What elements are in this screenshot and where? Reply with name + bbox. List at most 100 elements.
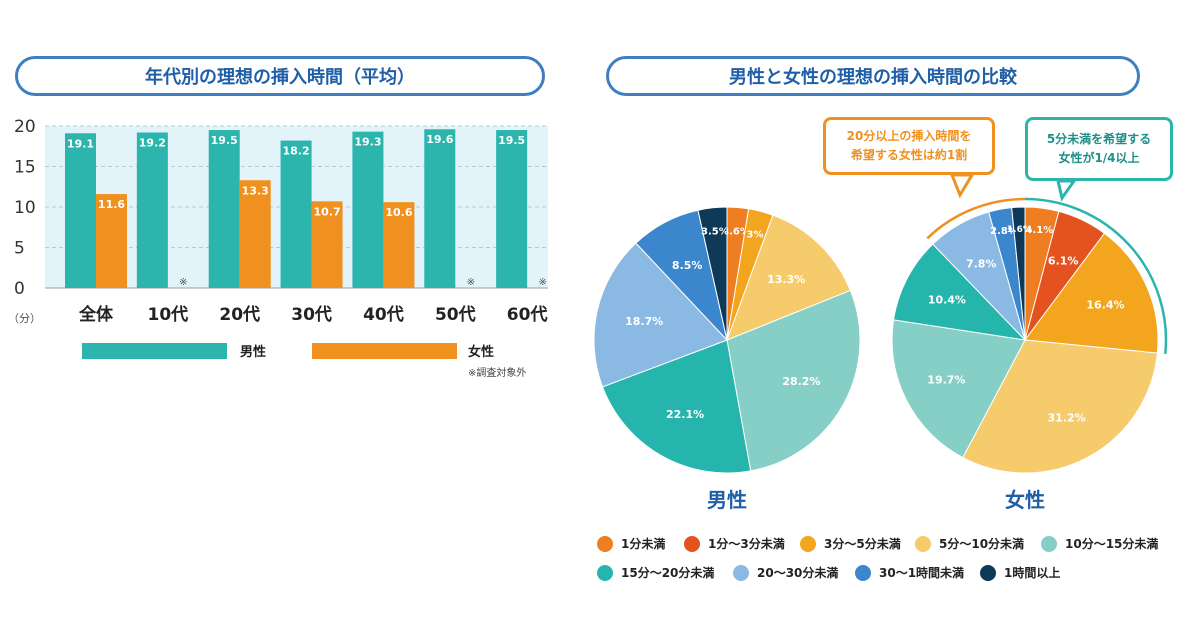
highlight-arc: [1024, 197, 1168, 355]
legend-label: 30〜1時間未満: [879, 566, 965, 580]
pie-value-label-female: 6.1%: [1048, 255, 1079, 268]
pie-value-label-female: 4.1%: [1026, 225, 1054, 236]
pie-legend-item: 20〜30分未満: [733, 564, 838, 581]
pie-chart-title: 男性と女性の理想の挿入時間の比較: [606, 56, 1140, 96]
bar-label-male: 18.2: [283, 145, 310, 158]
pie-value-label-male: 3%: [747, 230, 764, 241]
legend-label: 1分未満: [621, 537, 666, 551]
pie-legend-item: 1分未満: [597, 535, 665, 552]
bar-female: [96, 194, 127, 288]
pie-value-label-male: 28.2%: [782, 375, 820, 388]
pie-value-label-male: 8.5%: [672, 259, 703, 272]
legend-dot: [1041, 535, 1057, 552]
y-axis-unit: （分）: [8, 312, 41, 325]
pie-value-label-female: 19.7%: [927, 374, 965, 387]
bar-female: [239, 180, 271, 288]
bar-chart: 0 5 10 15 20 （分） 19.1 11.6 全体 19.2 ※ 10代 19.5 13.3 20代…: [8, 117, 548, 379]
legend-dot: [855, 564, 871, 581]
pie-slice-female: [891, 319, 1026, 459]
pie-slice-female: [892, 243, 1027, 341]
pie-value-label-female: 10.4%: [928, 293, 966, 306]
legend-label: 20〜30分未満: [757, 566, 839, 580]
pie-slice-female: [1011, 206, 1026, 341]
callout-female-under5min: 5分未満を希望する 女性が1/4以上: [1025, 117, 1173, 181]
pie-value-label-male: 18.7%: [625, 315, 663, 328]
callout-female-20min: 20分以上の挿入時間を 希望する女性は約1割: [823, 117, 995, 175]
pie-legend-item: 5分〜10分未満: [915, 535, 1024, 552]
legend-label: 3分〜5分未満: [824, 537, 901, 551]
pie-slice-female: [1024, 232, 1159, 354]
legend-swatch-female: [312, 343, 457, 359]
legend-dot: [800, 535, 816, 552]
legend-label-male: 男性: [240, 344, 266, 360]
pie-charts: 2.6%3% 13.3% 28.2% 22.1% 18.7% 8.5% 3.5% 4.1% 6.…: [593, 173, 1168, 512]
pie-legend-item: 30〜1時間未満: [855, 564, 964, 581]
bar-male: [496, 130, 528, 288]
callout-right-line1: 5分未満を希望する: [1046, 132, 1152, 146]
pie-title-female: 女性: [1005, 488, 1045, 512]
pie-legend-item: 15分〜20分未満: [597, 564, 714, 581]
pie-value-label-female: 31.2%: [1048, 412, 1086, 425]
bar-label-female: 13.3: [242, 184, 269, 197]
bar-label-male: 19.1: [67, 137, 94, 150]
pie-value-label-female: 1.6%: [1007, 225, 1032, 235]
legend-label: 15分〜20分未満: [621, 566, 715, 580]
legend-dot: [733, 564, 749, 581]
bar-label-male: 19.2: [139, 136, 166, 149]
y-tick-label: 0: [14, 279, 25, 299]
pie-value-label-male: 3.5%: [701, 227, 729, 238]
x-tick-label: 全体: [78, 304, 114, 325]
y-tick-label: 20: [14, 117, 36, 137]
callout-right-line2: 女性が1/4以上: [1058, 151, 1140, 165]
legend-dot: [684, 535, 700, 552]
legend-swatch-male: [82, 343, 227, 359]
legend-dot: [597, 564, 613, 581]
bar-male: [65, 133, 96, 288]
bar-label-female: 10.7: [314, 205, 341, 218]
x-tick-label: 60代: [507, 304, 548, 325]
bar-label-male: 19.6: [426, 133, 453, 146]
missing-mark: ※: [467, 277, 475, 288]
bar-label-female: 11.6: [98, 198, 125, 211]
pie-slice-male: [697, 206, 728, 341]
highlight-arc: [926, 197, 1026, 240]
x-tick-label: 10代: [148, 304, 189, 325]
legend-note: ※調査対象外: [468, 366, 526, 379]
bar-female: [383, 202, 415, 288]
pie-slice-female: [962, 339, 1158, 474]
pie-value-label-male: 22.1%: [666, 408, 704, 421]
x-tick-label: 20代: [219, 304, 260, 325]
bar-label-male: 19.3: [354, 136, 381, 149]
bar-female: [311, 201, 343, 288]
callout-left-pointer: [949, 173, 975, 199]
legend-label-female: 女性: [468, 344, 494, 360]
callout-right-pointer: [1056, 179, 1077, 202]
bar-male: [208, 130, 240, 288]
pie-legend-item: 10分〜15分未満: [1041, 535, 1158, 552]
legend-label: 1分〜3分未満: [708, 537, 785, 551]
pie-slice-male: [593, 242, 728, 388]
pie-legend-item: 1時間以上: [980, 564, 1060, 581]
missing-mark: ※: [179, 277, 187, 288]
pie-title-male: 男性: [707, 488, 747, 512]
legend-dot: [915, 535, 931, 552]
pie-slice-male: [726, 214, 852, 341]
bar-male: [280, 140, 312, 288]
missing-mark: ※: [538, 277, 546, 288]
x-tick-label: 50代: [435, 304, 476, 325]
bar-male: [352, 131, 384, 288]
callout-left-line1: 20分以上の挿入時間を: [846, 129, 972, 143]
pie-value-label-male: 13.3%: [767, 273, 805, 286]
x-tick-label: 40代: [363, 304, 404, 325]
legend-dot: [980, 564, 996, 581]
legend-label: 1時間以上: [1004, 566, 1061, 580]
x-tick-label: 30代: [291, 304, 332, 325]
pie-slice-male: [726, 289, 861, 472]
bar-label-male: 19.5: [211, 134, 238, 147]
bar-male: [424, 129, 456, 288]
y-tick-label: 15: [14, 158, 36, 178]
bar-label-male: 19.5: [498, 134, 525, 147]
bar-chart-title: 年代別の理想の挿入時間（平均）: [15, 56, 545, 96]
legend-dot: [597, 535, 613, 552]
pie-value-label-female: 7.8%: [966, 258, 997, 271]
